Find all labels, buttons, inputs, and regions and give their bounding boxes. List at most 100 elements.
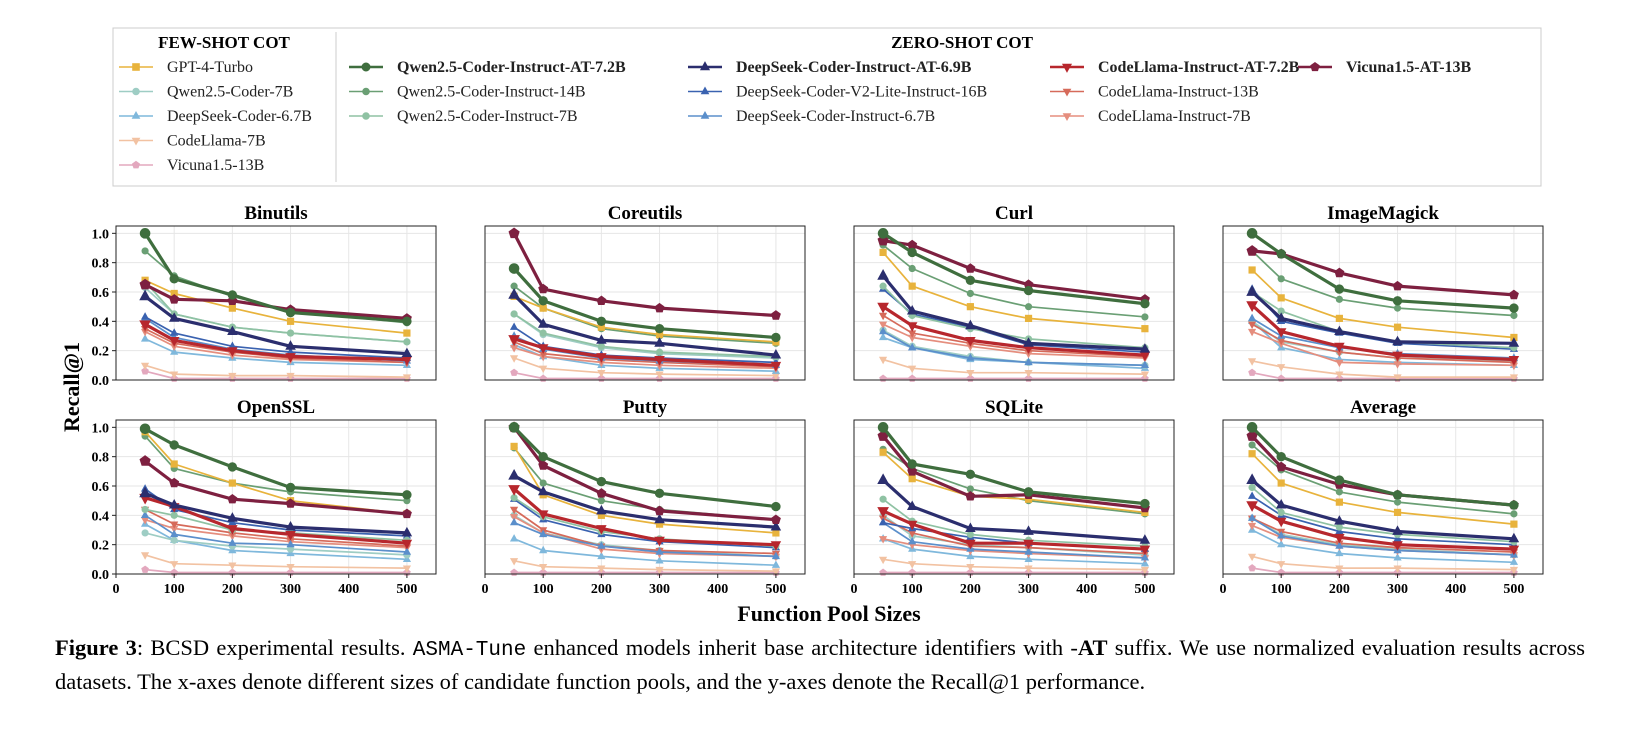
legend-item-ds67i: DeepSeek-Coder-Instruct-6.7B — [688, 108, 935, 125]
data-point-vic13b — [510, 368, 518, 376]
data-point-dsat — [1508, 532, 1520, 543]
legend-marker-cl7b — [131, 137, 141, 146]
data-point-clat — [877, 302, 889, 314]
x-axis-label: Function Pool Sizes — [737, 601, 921, 626]
data-point-q14i — [1277, 275, 1285, 283]
series-qat — [877, 228, 1150, 309]
legend-label-q7i: Qwen2.5-Coder-Instruct-7B — [397, 108, 578, 125]
panel-frame — [853, 419, 1175, 575]
x-tick-label: 200 — [960, 582, 981, 597]
data-point-qat — [1276, 249, 1286, 259]
data-point-qat — [402, 490, 412, 500]
data-point-cl7i — [1247, 328, 1257, 337]
data-point-clat — [227, 347, 238, 357]
legend-few-shot-title: FEW-SHOT COT — [158, 33, 290, 52]
data-point-dsat — [401, 347, 413, 357]
data-point-dsat — [877, 473, 889, 484]
data-point-cl7b — [402, 565, 412, 573]
series-ds67i — [509, 517, 781, 560]
data-point-cl7i — [1335, 359, 1344, 368]
series-q7b — [141, 529, 411, 559]
figure-caption: Figure 3: BCSD experimental results. ASM… — [55, 632, 1585, 697]
data-point-cl7b — [228, 372, 237, 381]
data-point-cl7b — [509, 558, 519, 566]
legend-item-q7b: Qwen2.5-Coder-7B — [119, 84, 293, 101]
data-point-ds67b — [771, 560, 781, 568]
data-point-vicat — [508, 227, 520, 239]
series-vicat — [139, 455, 412, 519]
data-point-clat — [1275, 517, 1287, 528]
data-point-dsat — [906, 304, 918, 315]
data-point-qat — [965, 275, 976, 285]
data-point-gpt4 — [539, 304, 547, 312]
data-point-ds67i — [878, 326, 888, 335]
panel-frame — [1222, 225, 1544, 381]
legend-label-q7b: Qwen2.5-Coder-7B — [167, 84, 293, 101]
data-point-cl7b — [908, 561, 917, 569]
panel-average: Average 0 100 200 300 400 500 — [1220, 397, 1544, 597]
data-point-clat — [1246, 301, 1258, 313]
data-point-clat — [877, 507, 889, 518]
data-point-dsat — [1508, 337, 1520, 347]
data-point-q14i — [1335, 488, 1343, 496]
data-point-q7i — [141, 505, 149, 514]
data-point-cl7b — [966, 564, 975, 572]
data-point-ds67i — [908, 536, 917, 545]
data-point-ds67b — [1393, 553, 1402, 561]
data-point-dsat — [965, 522, 976, 532]
series-qat — [139, 423, 412, 500]
data-point-q7i — [286, 329, 295, 337]
data-point-qat — [169, 274, 179, 284]
legend-label-cl7i: CodeLlama-Instruct-7B — [1098, 108, 1251, 125]
data-point-q7b — [141, 529, 149, 537]
data-point-dsat — [1392, 335, 1403, 346]
data-point-q7i — [1248, 483, 1256, 492]
data-point-dsat — [168, 498, 180, 509]
data-point-qat — [1023, 487, 1034, 497]
data-point-vicat — [1246, 245, 1258, 256]
data-point-qat — [1509, 303, 1519, 313]
x-tick-label: 300 — [280, 582, 301, 597]
panel-frame — [115, 225, 437, 381]
data-point-q7i — [655, 348, 664, 356]
legend-item-dsv2: DeepSeek-Coder-V2-Lite-Instruct-16B — [688, 84, 987, 101]
data-point-dsat — [285, 340, 296, 350]
data-point-qat — [508, 263, 520, 274]
data-point-q7i — [1335, 523, 1343, 531]
panel-frame — [484, 225, 806, 381]
y-tick-label: 0.0 — [92, 568, 110, 583]
data-point-qat — [1246, 422, 1258, 433]
data-point-cl7b — [878, 556, 888, 565]
data-point-cl7b — [655, 566, 664, 575]
data-point-vicat — [965, 490, 976, 501]
data-point-ds67b — [402, 554, 412, 562]
data-point-dsv2 — [140, 312, 150, 320]
legend-marker-dsat — [699, 61, 711, 71]
data-point-gpt4 — [908, 475, 916, 483]
caption-at-suffix: AT — [1077, 635, 1108, 660]
data-point-qat — [538, 451, 548, 462]
series-vic13b — [510, 368, 780, 382]
data-point-ds67i — [1024, 547, 1033, 555]
legend-marker-cl13i — [1062, 88, 1072, 97]
data-point-ds67b — [140, 334, 150, 342]
data-point-vicat — [1246, 430, 1258, 441]
series-cl7b — [509, 355, 781, 381]
data-point-cl13i — [509, 506, 519, 515]
data-point-vicat — [965, 263, 976, 273]
y-tick-label: 1.0 — [92, 227, 110, 242]
data-point-ds67i — [402, 547, 412, 555]
x-tick-label: 0 — [851, 582, 858, 597]
data-point-q7i — [1277, 508, 1285, 517]
series-qat — [139, 228, 412, 327]
data-point-clat — [906, 322, 918, 332]
data-point-cl7b — [1247, 553, 1257, 562]
data-point-gpt4 — [1393, 323, 1402, 331]
data-point-gpt4 — [879, 248, 887, 257]
data-point-cl13i — [1247, 321, 1257, 330]
data-point-vic13b — [141, 367, 149, 375]
data-point-ds67b — [170, 347, 179, 355]
data-point-q7i — [539, 329, 547, 337]
caption-text-3: suffix. We use normalized evaluation res… — [55, 635, 1585, 694]
x-tick-label: 200 — [1329, 582, 1350, 597]
